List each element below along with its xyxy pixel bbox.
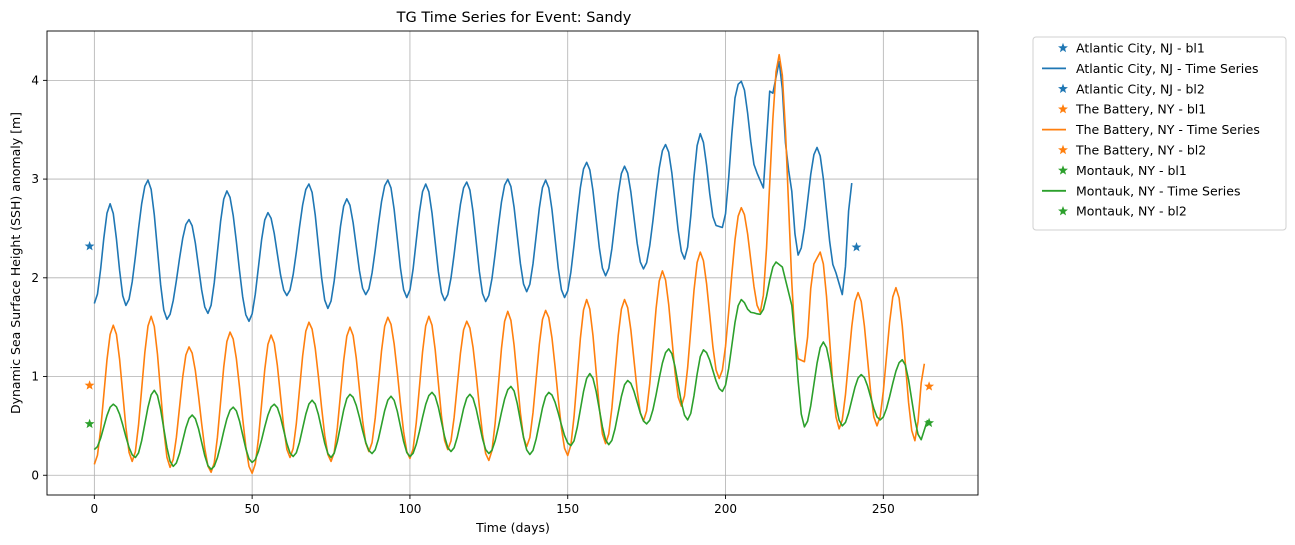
x-tick-label: 200: [714, 502, 737, 516]
plot-area: [84, 53, 935, 475]
marker-star-1: [851, 242, 862, 252]
y-axis-label: Dynamic Sea Surface Height (SSH) anomaly…: [8, 112, 23, 414]
legend-label: Montauk, NY - bl1: [1076, 163, 1187, 178]
y-tick-label: 4: [31, 73, 39, 87]
legend-label: Atlantic City, NJ - bl1: [1076, 41, 1205, 56]
series-line-0: [93, 60, 853, 323]
legend-star-icon: [1058, 104, 1068, 114]
y-tick-label: 2: [31, 271, 39, 285]
axis-ticks: 0 50 100 150 200 250 0 1 2 3 4: [31, 73, 894, 516]
marker-star-4: [84, 418, 95, 429]
x-tick-label: 250: [872, 502, 895, 516]
marker-star-0: [84, 241, 95, 251]
y-tick-label: 3: [31, 172, 39, 186]
marker-star-2: [84, 380, 95, 390]
legend: Atlantic City, NJ - bl1 Atlantic City, NJ…: [1032, 36, 1287, 231]
legend-star-icon: [1058, 144, 1068, 155]
marker-star-3: [924, 381, 935, 391]
legend-star-icon: [1058, 83, 1068, 94]
legend-frame: [1032, 36, 1287, 231]
x-tick-label: 0: [91, 502, 99, 516]
series-line-1: [93, 53, 926, 475]
x-tick-label: 150: [556, 502, 579, 516]
series-line-2: [93, 261, 929, 471]
legend-label: The Battery, NY - Time Series: [1075, 122, 1260, 137]
marker-star-5: [924, 417, 935, 428]
x-tick-label: 50: [244, 502, 259, 516]
legend-label: The Battery, NY - bl2: [1075, 143, 1206, 158]
x-axis-label: Time (days): [475, 520, 550, 535]
legend-star-icon: [1058, 165, 1068, 175]
y-tick-label: 1: [31, 370, 39, 384]
legend-star-icon: [1058, 42, 1068, 53]
legend-label: Atlantic City, NJ - bl2: [1076, 81, 1205, 96]
legend-label: Atlantic City, NJ - Time Series: [1076, 61, 1258, 76]
x-tick-label: 100: [398, 502, 421, 516]
chart-title: TG Time Series for Event: Sandy: [396, 10, 632, 26]
legend-label: Montauk, NY - bl2: [1076, 204, 1187, 219]
legend-label: The Battery, NY - bl1: [1075, 102, 1206, 117]
plot-frame: [46, 30, 979, 496]
legend-label: Montauk, NY - Time Series: [1076, 183, 1240, 198]
y-tick-label: 0: [31, 468, 39, 482]
legend-star-icon: [1058, 206, 1068, 216]
